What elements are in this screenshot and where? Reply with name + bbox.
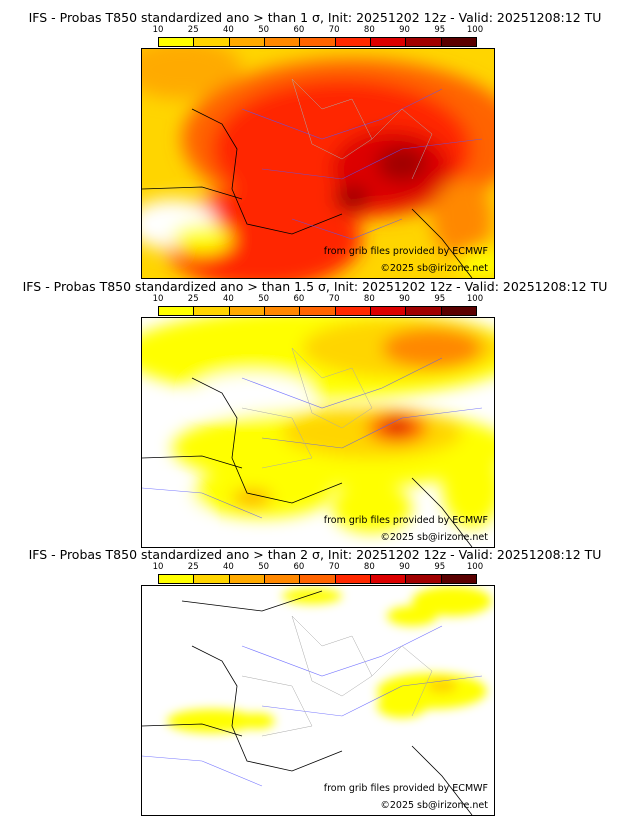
source-credit: from grib files provided by ECMWF [323, 246, 488, 257]
colorbar-tick-label: 40 [223, 294, 234, 304]
colorbar-swatch [370, 575, 407, 583]
colorbar-swatch [406, 307, 442, 315]
colorbar-swatch [229, 38, 265, 46]
colorbar-tick-label: 10 [152, 562, 164, 572]
panel-2sigma: IFS - Probas T850 standardized ano > tha… [0, 537, 630, 816]
colorbar-swatch [335, 38, 371, 46]
colorbar-tick-label: 95 [434, 562, 446, 572]
colorbar-swatch [194, 307, 230, 315]
colorbar-swatch [406, 38, 442, 46]
colorbar-swatch [441, 575, 476, 583]
probability-map: from grib files provided by ECMWF ©2025 … [141, 585, 495, 816]
panel-1sigma: IFS - Probas T850 standardized ano > tha… [0, 0, 630, 279]
colorbar-tick-label: 70 [328, 562, 340, 572]
colorbar-swatch [441, 307, 476, 315]
colorbar-tick-label: 100 [466, 25, 484, 35]
colorbar-swatch [264, 307, 301, 315]
colorbar-tick-label: 95 [434, 25, 446, 35]
colorbar-tick-label: 90 [399, 294, 410, 304]
colorbar-tick-label: 40 [223, 25, 234, 35]
colorbar-tick-label: 50 [258, 25, 270, 35]
colorbar-ticks: 10 25 40 50 60 70 80 90 95 100 [153, 562, 484, 572]
copyright-credit: ©2025 sb@irizone.net [380, 532, 488, 543]
colorbar-swatch [264, 38, 301, 46]
colorbar-tick-label: 10 [152, 25, 164, 35]
colorbar-tick-label: 70 [328, 294, 340, 304]
colorbar-ticks: 10 25 40 50 60 70 80 90 95 100 [153, 25, 484, 35]
colorbar-tick-label: 10 [152, 294, 164, 304]
colorbar-swatch [159, 38, 195, 46]
colorbar-tick-label: 90 [399, 562, 410, 572]
colorbar-swatch [300, 575, 336, 583]
probability-map: from grib files provided by ECMWF ©2025 … [141, 48, 495, 279]
colorbar-swatch [335, 575, 371, 583]
colorbar-tick-label: 100 [466, 294, 484, 304]
panel-1.5sigma: IFS - Probas T850 standardized ano > tha… [0, 269, 630, 548]
panel-title: IFS - Probas T850 standardized ano > tha… [28, 547, 602, 562]
colorbar-swatch [406, 575, 442, 583]
colorbar-swatch [300, 307, 336, 315]
colorbar [158, 574, 477, 584]
colorbar-tick-label: 95 [434, 294, 446, 304]
colorbar-swatch [370, 307, 407, 315]
colorbar-swatch [335, 307, 371, 315]
colorbar-swatch [441, 38, 476, 46]
colorbar-tick-label: 50 [258, 294, 270, 304]
colorbar-tick-label: 25 [187, 25, 199, 35]
copyright-credit: ©2025 sb@irizone.net [380, 263, 488, 274]
colorbar-tick-label: 25 [187, 562, 199, 572]
copyright-credit: ©2025 sb@irizone.net [380, 800, 488, 811]
colorbar-tick-label: 80 [363, 562, 375, 572]
colorbar-swatch [194, 575, 230, 583]
colorbar-tick-label: 50 [258, 562, 270, 572]
colorbar-swatch [159, 575, 195, 583]
colorbar-tick-label: 60 [293, 562, 305, 572]
colorbar-swatch [370, 38, 407, 46]
probability-map: from grib files provided by ECMWF ©2025 … [141, 317, 495, 548]
colorbar-swatch [300, 38, 336, 46]
colorbar-tick-label: 60 [293, 294, 305, 304]
panel-title: IFS - Probas T850 standardized ano > tha… [22, 279, 608, 294]
source-credit: from grib files provided by ECMWF [323, 783, 488, 794]
colorbar-tick-label: 80 [363, 25, 375, 35]
source-credit: from grib files provided by ECMWF [323, 515, 488, 526]
colorbar-tick-label: 100 [466, 562, 484, 572]
colorbar-swatch [159, 307, 195, 315]
colorbar [158, 306, 477, 316]
colorbar-tick-label: 60 [293, 25, 305, 35]
colorbar-tick-label: 70 [328, 25, 340, 35]
colorbar-swatch [229, 307, 265, 315]
panel-title: IFS - Probas T850 standardized ano > tha… [28, 10, 602, 25]
colorbar-swatch [194, 38, 230, 46]
colorbar-tick-label: 25 [187, 294, 199, 304]
colorbar [158, 37, 477, 47]
colorbar-tick-label: 80 [363, 294, 375, 304]
colorbar-swatch [264, 575, 301, 583]
colorbar-tick-label: 90 [399, 25, 410, 35]
colorbar-tick-label: 40 [223, 562, 234, 572]
colorbar-swatch [229, 575, 265, 583]
colorbar-ticks: 10 25 40 50 60 70 80 90 95 100 [153, 294, 484, 304]
